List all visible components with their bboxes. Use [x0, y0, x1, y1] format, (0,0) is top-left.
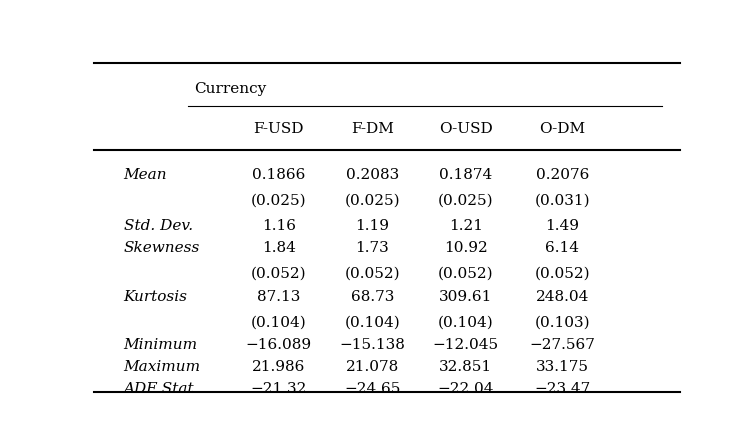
- Text: 21.986: 21.986: [252, 360, 305, 374]
- Text: 1.21: 1.21: [449, 219, 483, 233]
- Text: (0.025): (0.025): [344, 194, 400, 208]
- Text: 1.16: 1.16: [262, 219, 296, 233]
- Text: Currency: Currency: [194, 82, 266, 96]
- Text: −21.32: −21.32: [251, 382, 307, 396]
- Text: (0.031): (0.031): [535, 194, 590, 208]
- Text: (0.052): (0.052): [438, 267, 494, 280]
- Text: 309.61: 309.61: [439, 291, 492, 304]
- Text: 1.19: 1.19: [356, 219, 390, 233]
- Text: Mean: Mean: [124, 168, 168, 182]
- Text: 0.2083: 0.2083: [346, 168, 399, 182]
- Text: 0.1866: 0.1866: [252, 168, 305, 182]
- Text: F-USD: F-USD: [254, 122, 304, 136]
- Text: 33.175: 33.175: [536, 360, 589, 374]
- Text: ADF Stat.: ADF Stat.: [124, 382, 199, 396]
- Text: −15.138: −15.138: [339, 338, 405, 352]
- Text: 248.04: 248.04: [536, 291, 589, 304]
- Text: F-DM: F-DM: [351, 122, 394, 136]
- Text: 0.2076: 0.2076: [536, 168, 589, 182]
- Text: 87.13: 87.13: [257, 291, 300, 304]
- Text: (0.025): (0.025): [251, 194, 307, 208]
- Text: −12.045: −12.045: [433, 338, 499, 352]
- Text: Skewness: Skewness: [124, 241, 200, 255]
- Text: 1.84: 1.84: [262, 241, 296, 255]
- Text: Maximum: Maximum: [124, 360, 201, 374]
- Text: 6.14: 6.14: [545, 241, 580, 255]
- Text: 32.851: 32.851: [439, 360, 492, 374]
- Text: (0.052): (0.052): [251, 267, 307, 280]
- Text: O-USD: O-USD: [439, 122, 493, 136]
- Text: −22.04: −22.04: [438, 382, 495, 396]
- Text: 1.49: 1.49: [545, 219, 580, 233]
- Text: (0.104): (0.104): [438, 316, 494, 330]
- Text: (0.025): (0.025): [438, 194, 494, 208]
- Text: (0.052): (0.052): [535, 267, 590, 280]
- Text: 68.73: 68.73: [350, 291, 394, 304]
- Text: (0.104): (0.104): [251, 316, 307, 330]
- Text: −16.089: −16.089: [245, 338, 312, 352]
- Text: (0.104): (0.104): [344, 316, 400, 330]
- Text: −24.65: −24.65: [344, 382, 400, 396]
- Text: (0.052): (0.052): [344, 267, 400, 280]
- Text: 0.1874: 0.1874: [439, 168, 492, 182]
- Text: O-DM: O-DM: [539, 122, 586, 136]
- Text: Kurtosis: Kurtosis: [124, 291, 188, 304]
- Text: Minimum: Minimum: [124, 338, 198, 352]
- Text: (0.103): (0.103): [535, 316, 590, 330]
- Text: 10.92: 10.92: [444, 241, 488, 255]
- Text: Std. Dev.: Std. Dev.: [124, 219, 193, 233]
- Text: −27.567: −27.567: [529, 338, 596, 352]
- Text: −23.47: −23.47: [535, 382, 590, 396]
- Text: 21.078: 21.078: [346, 360, 399, 374]
- Text: 1.73: 1.73: [356, 241, 389, 255]
